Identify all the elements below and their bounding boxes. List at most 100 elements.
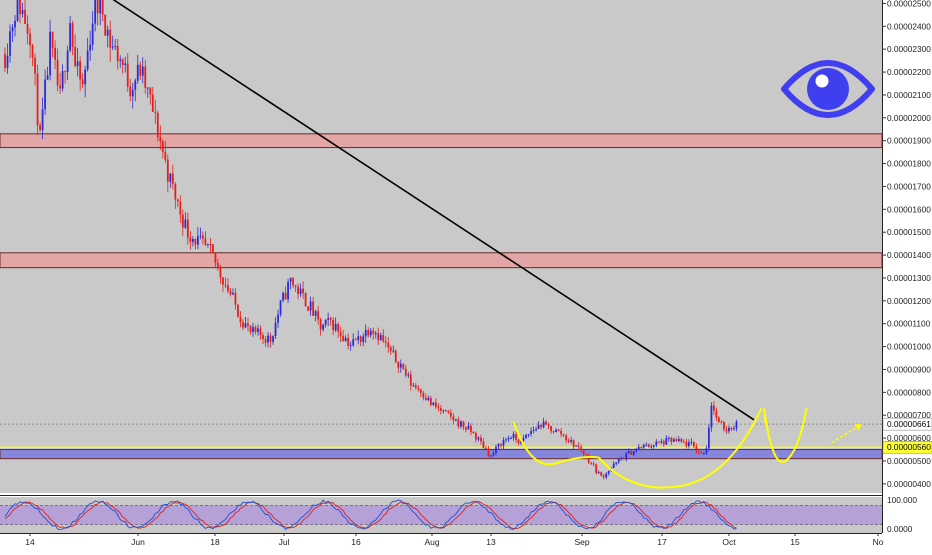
candle-body — [194, 239, 197, 245]
candle-body — [34, 57, 36, 74]
candle-body — [417, 387, 420, 390]
candle-body — [294, 285, 297, 287]
candle-body — [237, 304, 239, 317]
price-axis-label: 0.00002000 — [887, 113, 931, 123]
candle-body — [259, 328, 262, 336]
candle-body — [232, 292, 234, 295]
candle-body — [647, 444, 650, 447]
candle-body — [580, 447, 583, 451]
candle-body — [89, 44, 92, 51]
candle-body — [527, 434, 530, 436]
candle-body — [685, 441, 688, 447]
candle-body — [665, 438, 668, 445]
candle-body — [49, 31, 51, 76]
price-axis-label: 0.00000500 — [887, 456, 931, 466]
candle-body — [495, 446, 497, 454]
time-axis-label: Oct — [722, 537, 736, 547]
candle-body — [181, 214, 184, 228]
stochastic-bottom-label: 0.0000 — [887, 524, 913, 534]
candle-body — [41, 109, 44, 131]
candle-body — [723, 422, 725, 430]
candle-body — [144, 66, 147, 88]
candle-body — [254, 327, 257, 332]
time-axis: 14 Jun 18 Jul 16 Aug 13 Sep 17 Oct 15 No — [25, 533, 884, 547]
candle-body — [547, 424, 550, 427]
candle-body — [662, 441, 665, 445]
candle-body — [277, 314, 279, 323]
candle-body — [637, 446, 640, 450]
candle-body — [570, 440, 573, 442]
candle-body — [485, 448, 487, 450]
candle-body — [652, 445, 655, 447]
candle-body — [224, 284, 227, 286]
candle-body — [582, 450, 585, 455]
candle-body — [99, 0, 102, 14]
candle-body — [329, 317, 332, 320]
candle-body — [590, 462, 593, 464]
candle-body — [282, 292, 284, 301]
candle-body — [389, 347, 392, 352]
candle-body — [447, 410, 450, 413]
candle-body — [227, 285, 229, 292]
candle-body — [14, 20, 16, 28]
candle-body — [309, 301, 312, 311]
candle-body — [429, 397, 432, 405]
candle-body — [407, 374, 410, 376]
candle-body — [71, 23, 74, 47]
candle-body — [374, 333, 377, 335]
price-tag-label: 0.00000661 — [887, 419, 931, 429]
price-axis-label: 0.00000700 — [887, 410, 931, 420]
price-axis-label: 0.00001900 — [887, 136, 931, 146]
candle-body — [36, 73, 39, 126]
eye-icon — [781, 60, 875, 118]
candle-body — [525, 434, 527, 438]
candle-body — [297, 286, 299, 295]
candle-body — [131, 89, 134, 97]
candle-body — [184, 219, 187, 228]
candle-body — [126, 63, 129, 87]
candle-body — [319, 319, 322, 330]
candle-body — [289, 277, 292, 282]
candle-body — [667, 437, 670, 439]
time-axis-label: Sep — [574, 537, 589, 547]
candle-body — [437, 406, 440, 409]
candle-body — [121, 59, 124, 65]
candle-body — [419, 389, 422, 394]
candle-body — [29, 33, 31, 46]
candle-body — [725, 429, 728, 432]
candle-body — [76, 61, 79, 67]
candle-body — [79, 61, 82, 80]
candle-body — [602, 475, 605, 478]
candle-body — [695, 446, 698, 452]
candle-body — [334, 323, 337, 331]
candle-body — [522, 437, 525, 441]
time-axis-label: 16 — [351, 537, 361, 547]
candle-body — [6, 55, 9, 68]
candle-body — [487, 449, 490, 457]
candle-body — [272, 336, 274, 342]
candle-body — [465, 427, 467, 430]
price-axis-label: 0.00001700 — [887, 181, 931, 191]
candle-body — [600, 472, 603, 476]
candles-group — [4, 0, 738, 480]
candle-body — [151, 94, 154, 112]
price-axis-label: 0.00002200 — [887, 67, 931, 77]
candle-body — [630, 450, 633, 455]
candle-body — [677, 438, 680, 442]
candle-body — [505, 439, 507, 441]
descending-trendline — [112, 0, 755, 421]
candle-body — [287, 281, 289, 300]
candle-body — [700, 452, 703, 454]
candle-body — [439, 408, 442, 411]
candle-body — [46, 75, 49, 80]
candle-body — [670, 437, 673, 442]
candle-body — [587, 455, 590, 463]
zone-band — [0, 449, 883, 460]
eye-outline — [781, 60, 875, 118]
candle-body — [59, 85, 62, 89]
candle-body — [442, 410, 445, 412]
candle-body — [452, 416, 455, 421]
candle-body — [166, 159, 169, 182]
candle-body — [347, 337, 350, 346]
